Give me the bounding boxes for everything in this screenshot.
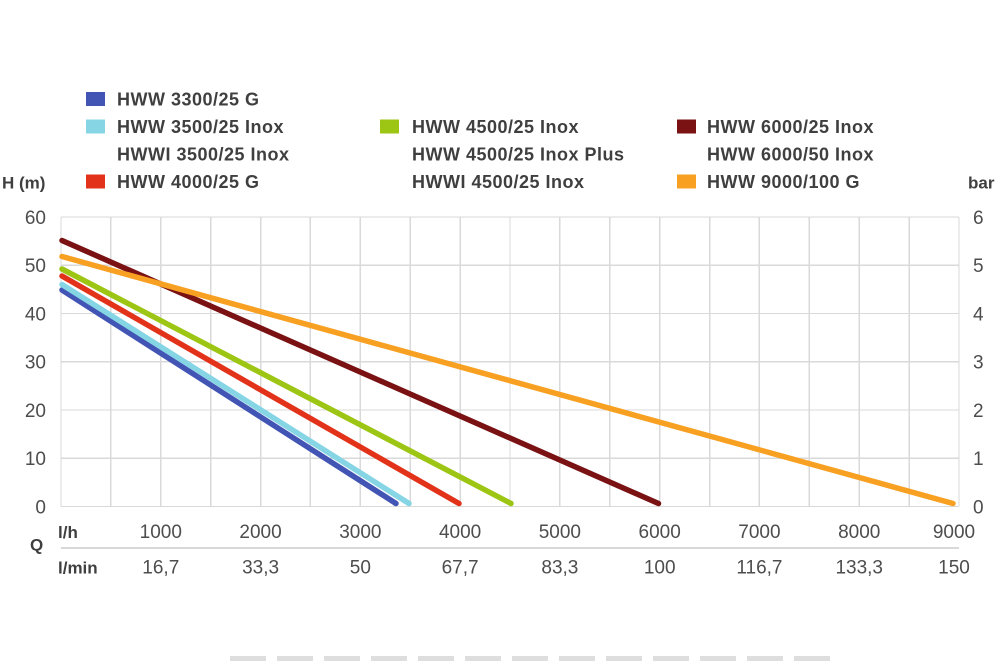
svg-text:HWW 4000/25 G: HWW 4000/25 G [117, 172, 260, 192]
svg-text:HWW 6000/25 Inox: HWW 6000/25 Inox [707, 117, 874, 137]
svg-text:4: 4 [973, 304, 984, 325]
svg-text:83,3: 83,3 [541, 558, 578, 579]
svg-text:HWWI 4500/25 Inox: HWWI 4500/25 Inox [412, 172, 585, 192]
svg-text:0: 0 [35, 497, 46, 518]
svg-text:6: 6 [973, 208, 984, 229]
svg-text:3000: 3000 [339, 522, 381, 543]
svg-text:133,3: 133,3 [835, 558, 883, 579]
svg-text:10: 10 [25, 449, 46, 470]
svg-text:60: 60 [25, 208, 46, 229]
svg-text:4000: 4000 [439, 522, 481, 543]
svg-text:67,7: 67,7 [442, 558, 479, 579]
svg-text:Q: Q [30, 536, 43, 555]
svg-text:6000: 6000 [639, 522, 681, 543]
svg-text:50: 50 [25, 256, 46, 277]
svg-text:HWW 3500/25 Inox: HWW 3500/25 Inox [117, 117, 284, 137]
svg-text:HWW 4500/25 Inox Plus: HWW 4500/25 Inox Plus [412, 145, 625, 165]
svg-text:5000: 5000 [539, 522, 581, 543]
svg-text:33,3: 33,3 [242, 558, 279, 579]
svg-text:8000: 8000 [838, 522, 880, 543]
svg-text:HWWI 3500/25 Inox: HWWI 3500/25 Inox [117, 145, 290, 165]
svg-text:3: 3 [973, 353, 984, 374]
svg-text:HWW 9000/100 G: HWW 9000/100 G [707, 172, 860, 192]
svg-text:9000: 9000 [933, 522, 975, 543]
svg-text:100: 100 [644, 558, 676, 579]
svg-text:5: 5 [973, 256, 984, 277]
svg-text:116,7: 116,7 [736, 558, 782, 579]
svg-text:20: 20 [25, 401, 46, 422]
svg-text:bar: bar [968, 174, 995, 193]
svg-text:2: 2 [973, 401, 984, 422]
svg-text:30: 30 [25, 353, 46, 374]
svg-text:HWW 6000/50 Inox: HWW 6000/50 Inox [707, 145, 874, 165]
svg-text:16,7: 16,7 [142, 558, 179, 579]
svg-text:HWW 3300/25 G: HWW 3300/25 G [117, 90, 260, 110]
svg-text:50: 50 [350, 558, 371, 579]
svg-text:0: 0 [973, 497, 984, 518]
svg-text:l/h: l/h [58, 523, 78, 542]
svg-text:1: 1 [973, 449, 984, 470]
svg-text:7000: 7000 [738, 522, 780, 543]
svg-text:40: 40 [25, 304, 46, 325]
svg-text:l/min: l/min [58, 559, 98, 578]
svg-text:HWW 4500/25 Inox: HWW 4500/25 Inox [412, 117, 579, 137]
svg-text:H (m): H (m) [2, 174, 45, 193]
svg-text:1000: 1000 [140, 522, 182, 543]
svg-text:2000: 2000 [239, 522, 281, 543]
svg-text:150: 150 [938, 558, 970, 579]
